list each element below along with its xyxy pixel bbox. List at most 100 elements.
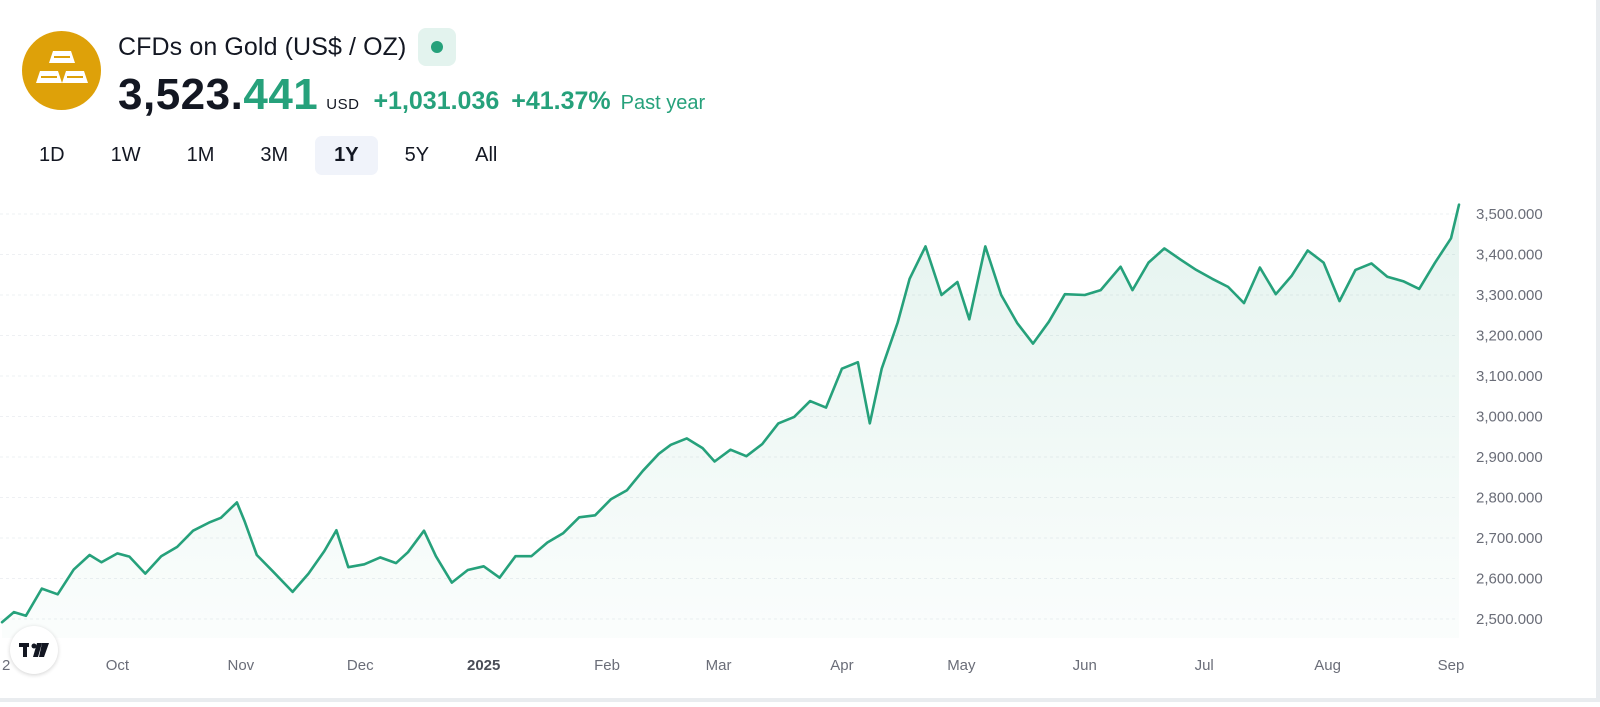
price-point (1386, 276, 1389, 279)
range-tabs: 1D 1W 1M 3M 1Y 5Y All (20, 136, 516, 175)
market-status-badge[interactable] (418, 28, 457, 66)
market-open-dot-icon (431, 41, 444, 53)
range-tab-all[interactable]: All (475, 144, 498, 166)
price-point (809, 400, 812, 403)
range-tab-5y[interactable]: 5Y (404, 144, 430, 166)
price-point (176, 546, 179, 549)
x-tick-label: Apr (830, 657, 853, 674)
price-point (1243, 302, 1246, 305)
price-point (435, 555, 438, 558)
price-point (1000, 294, 1003, 297)
y-tick-label: 2,800.000 (1476, 490, 1543, 507)
price-point (13, 611, 16, 614)
x-tick-label: Jun (1073, 657, 1097, 674)
price-point (498, 576, 501, 579)
price-point (395, 562, 398, 565)
price-point (1016, 322, 1019, 325)
price-point (208, 521, 211, 524)
price-point (335, 529, 338, 532)
y-tick-label: 3,200.000 (1476, 328, 1543, 345)
symbol-header: CFDs on Gold (US$ / OZ) 3,523.441 USD +1… (22, 22, 922, 122)
price-point (670, 444, 673, 447)
price-point (56, 593, 59, 596)
y-tick-label: 2,500.000 (1476, 611, 1543, 628)
price-point (220, 517, 223, 520)
y-tick-label: 3,100.000 (1476, 368, 1543, 385)
price-point (467, 569, 470, 572)
price-point (291, 591, 294, 594)
price-point (1402, 280, 1405, 283)
price-point (642, 470, 645, 473)
price-point (1338, 300, 1341, 303)
price-point (1259, 266, 1262, 269)
price-point (25, 615, 28, 618)
chart-canvas[interactable]: 2,500.000 2,600.000 2,700.000 2,800.000 2,90… (0, 190, 1600, 702)
price-point (1064, 293, 1067, 296)
x-tick-label: 2 (2, 657, 10, 674)
price-point (116, 552, 119, 555)
range-tab-1y[interactable]: 1Y (315, 136, 378, 175)
price-point (1048, 320, 1051, 323)
y-tick-label: 3,300.000 (1476, 287, 1543, 304)
price-point (777, 422, 780, 425)
price-point (594, 514, 597, 517)
price-point (128, 555, 131, 558)
price-point (880, 367, 883, 370)
price-value: 3,523.441 (118, 70, 319, 119)
price-point (192, 529, 195, 532)
price-point (41, 587, 44, 590)
price-line (0, 203, 1461, 624)
price-point (729, 448, 732, 451)
price-point (908, 278, 911, 281)
price-point (244, 521, 247, 524)
change-absolute: +1,031.036 (373, 87, 500, 115)
price-point (323, 550, 326, 553)
price-point (1370, 262, 1373, 265)
price-point (1147, 261, 1150, 264)
price-row: 3,523.441 USD +1,031.036 +41.37% Past ye… (118, 70, 705, 120)
price-point (407, 551, 410, 554)
price-point (530, 555, 533, 558)
price-point (1131, 289, 1134, 292)
price-point (761, 443, 764, 446)
x-tick-label: Feb (594, 657, 620, 674)
x-tick-label: Aug (1314, 657, 1341, 674)
price-point (1275, 293, 1278, 296)
price-point (1179, 258, 1182, 261)
y-tick-label: 3,000.000 (1476, 409, 1543, 426)
price-point (701, 447, 704, 450)
x-tick-label: Nov (228, 657, 255, 674)
price-point (968, 318, 971, 321)
x-tick-label: May (947, 657, 976, 674)
price-point (160, 555, 163, 558)
price-point (956, 281, 959, 284)
price-point (1119, 265, 1122, 268)
price-point (857, 361, 860, 364)
y-tick-label: 3,400.000 (1476, 247, 1543, 264)
price-point (1195, 269, 1198, 272)
price-chart[interactable]: 2,500.000 2,600.000 2,700.000 2,800.000 2,90… (0, 190, 1600, 702)
y-tick-label: 3,500.000 (1476, 206, 1543, 223)
tradingview-logo-icon[interactable] (10, 626, 58, 674)
price-point (363, 563, 366, 566)
change-percent: +41.37% (511, 87, 611, 115)
price-point (255, 554, 258, 557)
range-tab-1w[interactable]: 1W (110, 144, 141, 166)
price-point (896, 321, 899, 324)
x-tick-label: Dec (347, 657, 374, 674)
price-point (1032, 342, 1035, 345)
range-tab-1d[interactable]: 1D (39, 144, 65, 166)
price-point (1450, 237, 1453, 240)
price-point (940, 294, 943, 297)
range-tab-3m[interactable]: 3M (260, 144, 289, 166)
price-point (1099, 289, 1102, 292)
x-tick-label: Oct (106, 657, 130, 674)
price-point (347, 566, 350, 569)
price-point (271, 570, 274, 573)
symbol-title: CFDs on Gold (US$ / OZ) (118, 32, 407, 61)
range-tab-1m[interactable]: 1M (186, 144, 215, 166)
price-point (1291, 274, 1294, 277)
price-point (610, 498, 613, 501)
price-point (685, 437, 688, 440)
y-tick-label: 2,700.000 (1476, 530, 1543, 547)
